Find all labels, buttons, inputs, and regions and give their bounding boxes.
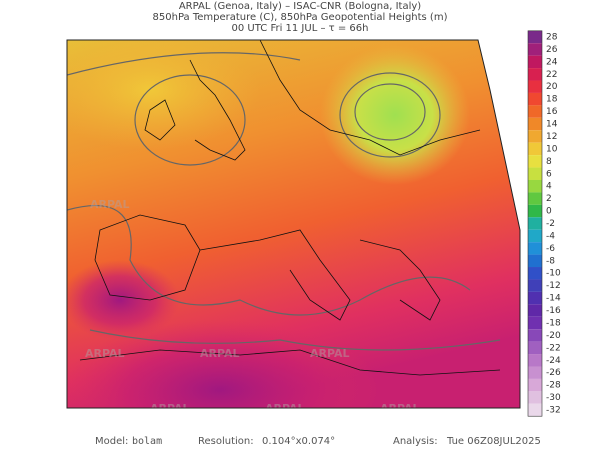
watermark: ARPAL	[265, 402, 305, 415]
colorbar-swatch	[528, 291, 542, 305]
colorbar-swatch	[528, 68, 542, 81]
colorbar-swatch	[528, 142, 542, 156]
colorbar-swatch	[528, 316, 542, 330]
header-line: 850hPa Temperature (C), 850hPa Geopotent…	[153, 12, 448, 23]
watermark: ARPAL	[85, 347, 125, 360]
colorbar-label: 10	[546, 144, 558, 154]
resolution: 0.104°x0.074°	[262, 436, 335, 447]
colorbar-label: -28	[546, 381, 561, 391]
colorbar-label: -32	[546, 406, 561, 416]
colorbar-label: 12	[546, 132, 557, 142]
coastlines	[79, 40, 501, 376]
colorbar-label: 24	[546, 57, 558, 67]
colorbar-swatch	[528, 279, 542, 292]
colorbar-label: 8	[546, 157, 552, 167]
colorbar-label: -26	[546, 368, 561, 378]
colorbar-swatch	[528, 30, 542, 44]
footer-label: Resolution:	[198, 436, 254, 447]
colorbar-swatch	[528, 204, 542, 218]
watermark: ARPAL	[150, 402, 190, 415]
colorbar-label: -2	[546, 219, 555, 229]
colorbar-swatch	[528, 167, 542, 180]
analysis-time: Tue 06Z08JUL2025	[446, 436, 541, 447]
colorbar-swatch	[528, 242, 542, 255]
colorbar-swatch	[528, 329, 542, 342]
header: ARPAL (Genoa, Italy) – ISAC-CNR (Bologna…	[153, 1, 448, 34]
model-name: bolam	[132, 436, 162, 447]
colorbar-swatch	[528, 217, 542, 230]
colorbar-label: -12	[546, 281, 561, 291]
colorbar-swatch	[528, 354, 542, 367]
colorbar-swatch	[528, 192, 542, 205]
colorbar-label: -20	[546, 331, 561, 341]
colorbar-label: 28	[546, 33, 558, 43]
contours	[67, 52, 501, 351]
colorbar-label: 18	[546, 95, 558, 105]
colorbar-swatch	[528, 366, 542, 379]
watermark: ARPAL	[380, 402, 420, 415]
colorbar-swatch	[528, 304, 542, 317]
colorbar-label: -14	[546, 294, 561, 304]
colorbar-label: 6	[546, 169, 552, 179]
colorbar-label: 4	[546, 182, 552, 192]
colorbar-label: 26	[546, 45, 558, 55]
watermark: ARPAL	[310, 347, 350, 360]
colorbar-label: -24	[546, 356, 561, 366]
colorbar-label: 2	[546, 194, 552, 204]
watermark: ARPAL	[200, 347, 240, 360]
colorbar-swatch	[528, 391, 542, 404]
temperature-field	[67, 40, 260, 150]
map: ARPAL ARPAL ARPAL ARPAL ARPAL ARPAL ARPAL	[67, 40, 520, 415]
map-frame	[66, 39, 521, 409]
colorbar-label: 0	[546, 207, 552, 217]
temperature-field	[67, 320, 380, 408]
colorbar-swatch	[528, 130, 542, 143]
colorbar-swatch	[528, 179, 542, 193]
colorbar-swatch	[528, 155, 542, 168]
footer-label: Model:	[95, 436, 128, 447]
temperature-field	[320, 45, 470, 185]
colorbar-label: 20	[546, 82, 558, 92]
colorbar-swatch	[528, 403, 542, 417]
colorbar-label: -6	[546, 244, 555, 254]
colorbar-label: 16	[546, 107, 558, 117]
colorbar-swatch	[528, 105, 542, 118]
colorbar-swatch	[528, 80, 542, 93]
colorbar-frame	[527, 30, 543, 417]
footer: Model: bolam Resolution: 0.104°x0.074° A…	[95, 436, 541, 447]
colorbar-swatch	[528, 229, 542, 243]
colorbar-swatch	[528, 117, 542, 131]
colorbar-label: -18	[546, 318, 561, 328]
temperature-field	[67, 260, 180, 340]
colorbar-swatch	[528, 43, 542, 56]
watermark: ARPAL	[90, 198, 130, 211]
colorbar-label: 14	[546, 120, 558, 130]
watermarks: ARPAL ARPAL ARPAL ARPAL ARPAL ARPAL ARPAL	[85, 198, 420, 415]
colorbar-swatch	[528, 55, 542, 69]
header-line: 00 UTC Fri 11 JUL – τ = 66h	[232, 23, 369, 34]
colorbar-swatch	[528, 378, 542, 392]
colorbar-label: -16	[546, 306, 561, 316]
colorbar-swatch	[528, 267, 542, 280]
header-line: ARPAL (Genoa, Italy) – ISAC-CNR (Bologna…	[179, 1, 421, 12]
colorbar: 2826242220181614121086420-2-4-6-8-10-12-…	[527, 30, 561, 417]
colorbar-label: -22	[546, 343, 561, 353]
colorbar-label: -30	[546, 393, 561, 403]
colorbar-swatch	[528, 92, 542, 106]
colorbar-label: 22	[546, 70, 557, 80]
colorbar-swatch	[528, 254, 542, 268]
colorbar-swatch	[528, 341, 542, 355]
colorbar-label: -4	[546, 231, 555, 241]
colorbar-label: -10	[546, 269, 561, 279]
colorbar-label: -8	[546, 256, 555, 266]
footer-label: Analysis:	[393, 436, 438, 447]
